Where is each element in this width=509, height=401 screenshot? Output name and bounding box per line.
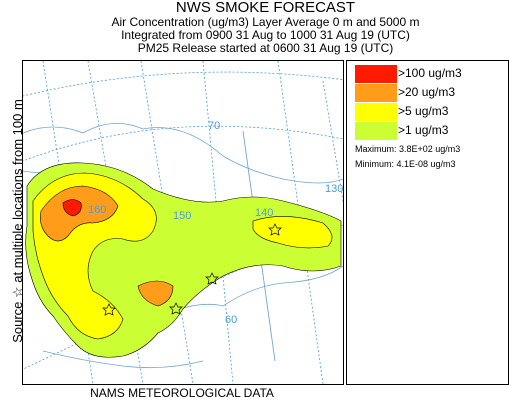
plume-level-100 bbox=[62, 199, 82, 217]
legend-panel: >100 ug/m3 >20 ug/m3 >5 ug/m3 >1 ug/m3 M… bbox=[346, 60, 509, 385]
grid-label-160: 160 bbox=[88, 204, 106, 216]
subtitle-release: PM25 Release started at 0600 31 Aug 19 (… bbox=[137, 41, 394, 55]
legend-swatch-100 bbox=[355, 65, 397, 83]
source-star-icon bbox=[268, 223, 282, 236]
smoke-plume bbox=[25, 162, 342, 358]
grid-label-130: 130 bbox=[325, 183, 343, 195]
legend-swatch-20 bbox=[355, 84, 397, 102]
grid-labels: 70 160 150 140 130 60 bbox=[88, 120, 343, 326]
plume-level-20-south bbox=[137, 280, 174, 307]
grid-label-140: 140 bbox=[255, 207, 273, 219]
smoke-map: 70 160 150 140 130 60 bbox=[22, 60, 344, 385]
forecast-title: NWS SMOKE FORECAST bbox=[175, 0, 356, 16]
lat-line-70 bbox=[23, 125, 343, 162]
plume-level-5-east bbox=[252, 216, 333, 249]
legend-label-20: >20 ug/m3 bbox=[398, 85, 456, 99]
subtitle-concentration: Air Concentration (ug/m3) Layer Average … bbox=[111, 15, 420, 29]
source-star-icon bbox=[102, 303, 116, 316]
source-star-icon bbox=[205, 272, 219, 285]
source-star-icon bbox=[169, 302, 183, 315]
legend-label-1: >1 ug/m3 bbox=[398, 123, 449, 137]
legend-minimum: Minimum: 4.1E-08 ug/m3 bbox=[355, 159, 456, 169]
grid-label-70: 70 bbox=[208, 120, 220, 132]
lon-line-3 bbox=[140, 61, 194, 384]
legend-maximum: Maximum: 3.8E+02 ug/m3 bbox=[355, 144, 461, 154]
plume-level-20 bbox=[40, 185, 119, 242]
legend-label-100: >100 ug/m3 bbox=[398, 66, 462, 80]
footer-meteorological-data: NAMS METEOROLOGICAL DATA bbox=[90, 386, 274, 400]
smoke-map-svg: 70 160 150 140 130 60 bbox=[23, 61, 343, 384]
grid-label-150: 150 bbox=[173, 210, 191, 222]
lat-line-north bbox=[23, 71, 343, 97]
legend-swatch-1 bbox=[355, 122, 397, 140]
subtitle-integration: Integrated from 0900 31 Aug to 1000 31 A… bbox=[121, 28, 410, 42]
legend-label-5: >5 ug/m3 bbox=[398, 104, 449, 118]
source-markers bbox=[102, 223, 282, 316]
grid-label-60: 60 bbox=[225, 314, 237, 326]
legend-swatch-5 bbox=[355, 103, 397, 121]
